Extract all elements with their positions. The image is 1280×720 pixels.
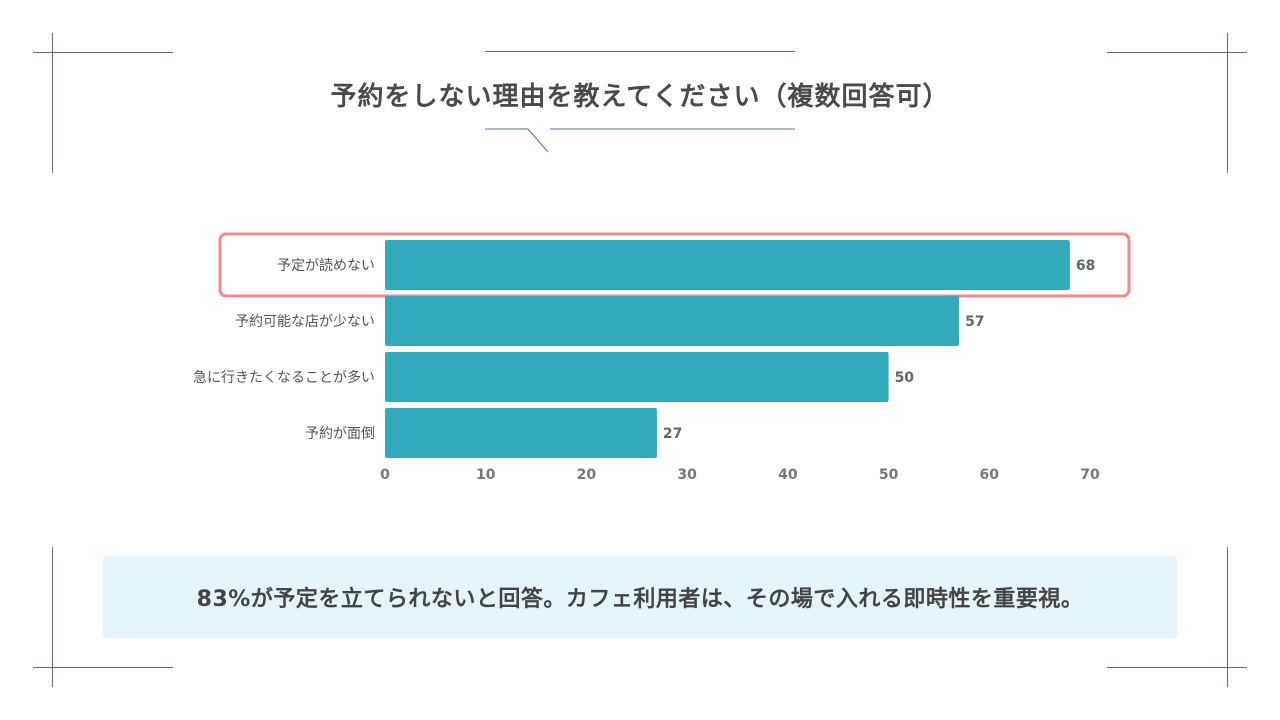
frame-corner-br-h [1107,667,1247,668]
title-bubble-line [485,128,795,153]
bar-2 [385,352,889,402]
category-label-1: 予約可能な店が少ない [235,314,375,330]
frame-corner-tr-v [1227,33,1228,173]
x-tick-label-0: 0 [380,467,390,483]
frame-corner-bl-v [52,547,53,687]
x-tick-label-3: 30 [677,467,697,483]
x-tick-label-1: 10 [476,467,496,483]
bar-1 [385,296,960,346]
category-label-0: 予定が読めない [277,257,375,274]
frame-corner-tl-v [52,33,53,173]
summary-text: 83%が予定を立てられないと回答。カフェ利用者は、その場で入れる即時性を重要視。 [196,587,1084,612]
x-tick-label-4: 40 [778,467,798,483]
x-tick-label-5: 50 [879,467,899,483]
x-tick-label-6: 60 [980,467,1000,483]
title-top-rule [485,51,795,52]
frame-corner-tr-h [1107,52,1247,53]
frame-corner-tl-h [33,52,173,53]
summary-box: 83%が予定を立てられないと回答。カフェ利用者は、その場で入れる即時性を重要視。 [103,556,1177,638]
category-label-2: 急に行きたくなることが多い [193,369,375,386]
frame-corner-bl-h [33,667,173,668]
bar-3 [385,408,657,458]
data-label-1: 57 [965,314,984,330]
data-label-0: 68 [1076,258,1095,274]
chart-title: 予約をしない理由を教えてください（複数回答可） [330,82,950,112]
category-label-3: 予約が面倒 [305,426,375,442]
x-tick-label-2: 20 [577,467,597,483]
data-label-3: 27 [663,426,682,442]
data-label-2: 50 [895,370,915,386]
x-tick-label-7: 70 [1080,467,1100,483]
bar-0 [385,240,1070,290]
frame-corner-br-v [1227,547,1228,687]
